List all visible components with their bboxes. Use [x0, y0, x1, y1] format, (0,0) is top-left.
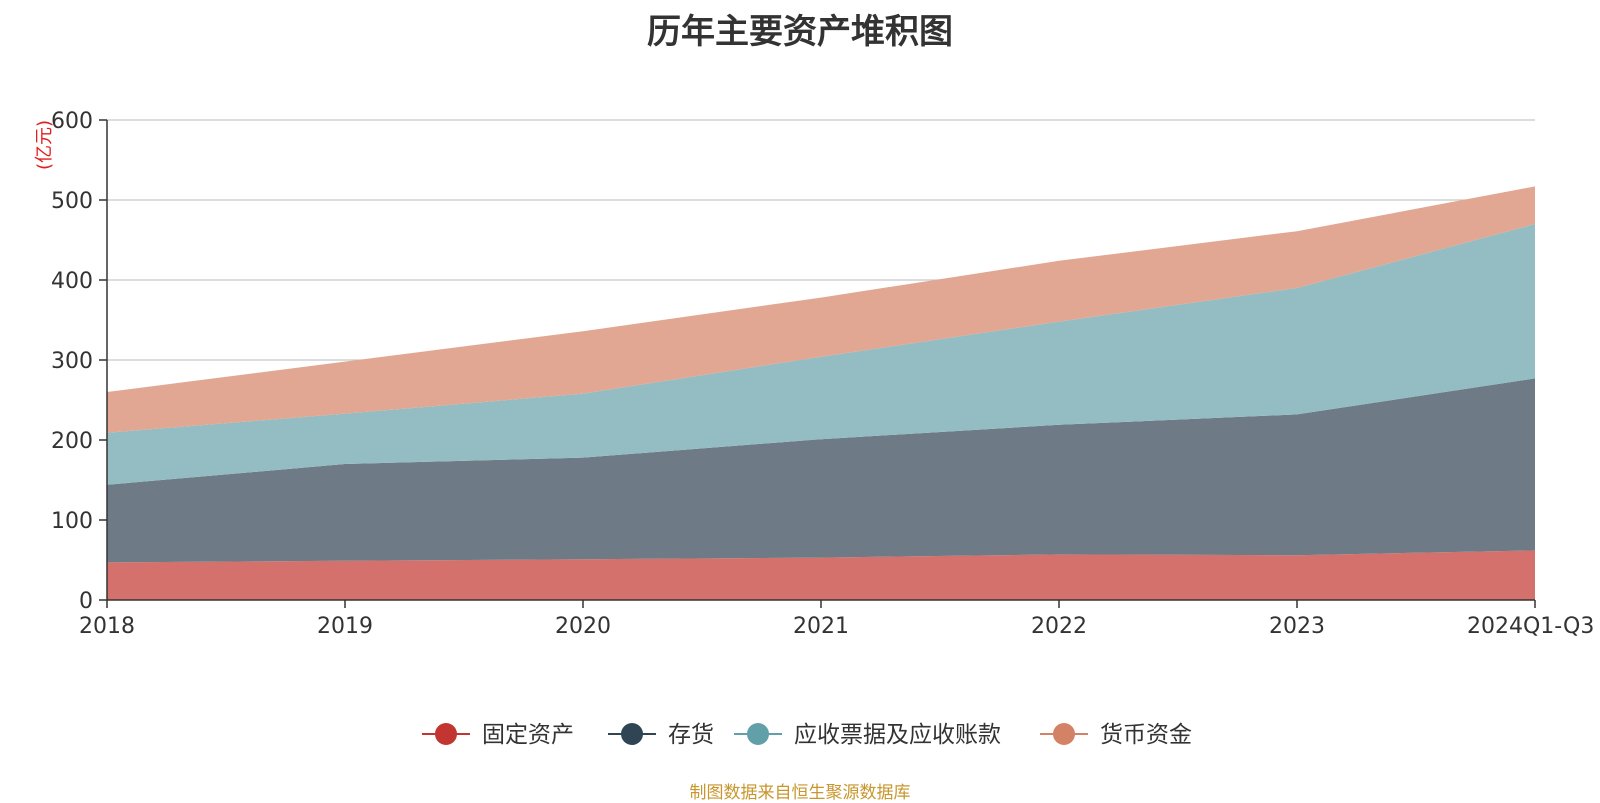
- y-tick-label: 200: [51, 429, 93, 454]
- legend-circle-icon: [747, 723, 769, 745]
- axes: 0 100 200 300 400 500 600 2018 2019 2020 2021 2022 2…: [34, 109, 1594, 639]
- y-tick-label: 100: [51, 509, 93, 534]
- legend-label: 存货: [668, 722, 714, 748]
- legend-circle-icon: [621, 723, 643, 745]
- x-tick-label: 2020: [555, 614, 611, 639]
- x-tick-label: 2021: [793, 614, 849, 639]
- legend-label: 固定资产: [482, 722, 574, 748]
- y-tick-label: 300: [51, 349, 93, 374]
- legend-circle-icon: [435, 723, 457, 745]
- legend-circle-icon: [1053, 723, 1075, 745]
- y-tick-label: 400: [51, 269, 93, 294]
- legend-label: 应收票据及应收账款: [794, 722, 1001, 748]
- legend-label: 货币资金: [1100, 722, 1192, 748]
- legend[interactable]: 固定资产 存货 应收票据及应收账款 货币资金: [422, 722, 1192, 748]
- legend-item-1[interactable]: 存货: [608, 722, 714, 748]
- stacked-areas: [107, 186, 1535, 600]
- x-tick-label: 2022: [1031, 614, 1087, 639]
- x-tick-label: 2024Q1-Q3: [1467, 614, 1594, 639]
- y-tick-label: 500: [51, 189, 93, 214]
- legend-item-2[interactable]: 应收票据及应收账款: [734, 722, 1001, 748]
- y-tick-label: 600: [51, 109, 93, 134]
- chart-title: 历年主要资产堆积图: [647, 12, 953, 52]
- area-series-3: [107, 186, 1535, 433]
- x-tick-label: 2019: [317, 614, 373, 639]
- legend-item-3[interactable]: 货币资金: [1040, 722, 1192, 748]
- area-series-1: [107, 378, 1535, 563]
- y-tick-label: 0: [79, 589, 93, 614]
- legend-item-0[interactable]: 固定资产: [422, 722, 574, 748]
- x-tick-label: 2018: [79, 614, 135, 639]
- source-note: 制图数据来自恒生聚源数据库: [689, 783, 911, 803]
- x-tick-label: 2023: [1269, 614, 1325, 639]
- area-series-0: [107, 550, 1535, 600]
- y-unit-label: (亿元): [34, 120, 55, 170]
- area-series-2: [107, 224, 1535, 485]
